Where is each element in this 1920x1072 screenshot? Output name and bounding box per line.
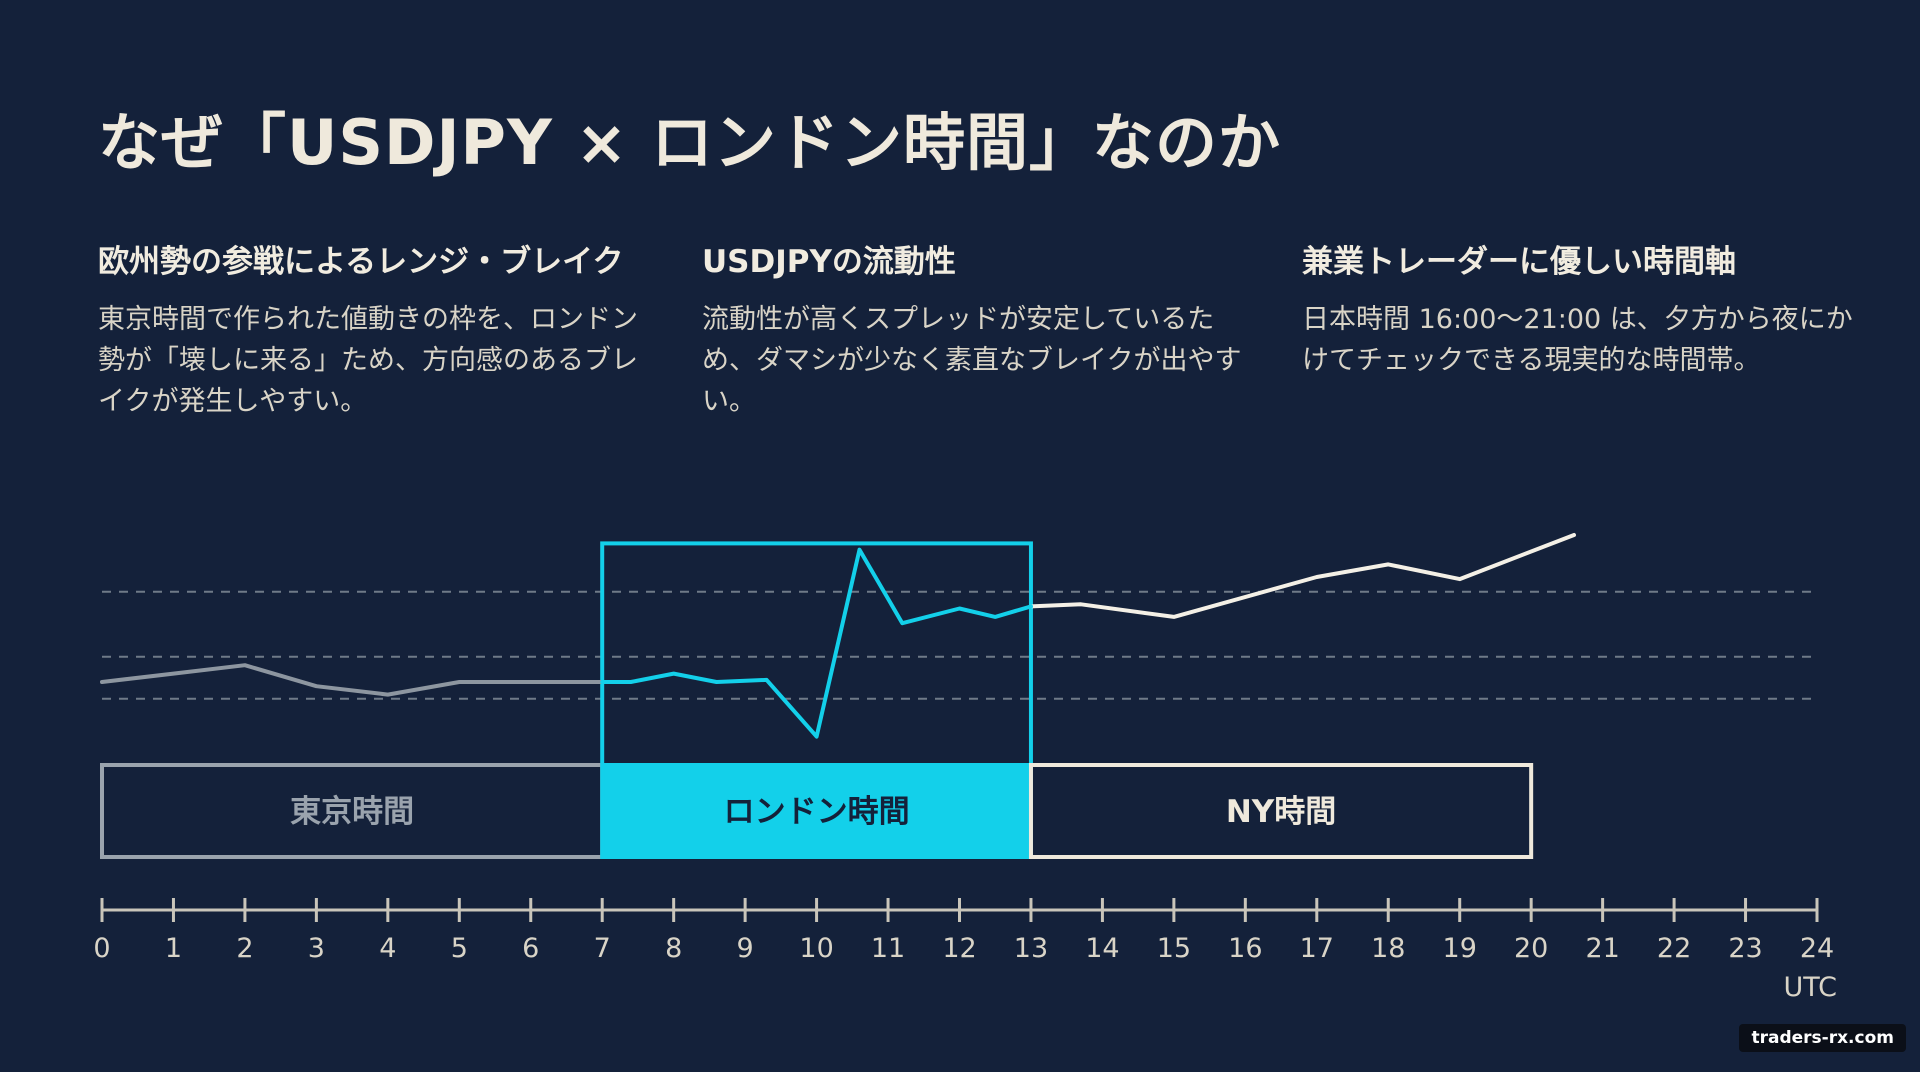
axis-tick-label: 22 [1657,933,1691,964]
axis-tick-label: 19 [1443,933,1477,964]
axis-tick-label: 3 [308,933,325,964]
axis-tick-label: 6 [522,933,539,964]
page-title: なぜ「USDJPY × ロンドン時間」なのか [98,106,1281,179]
london-price-line [600,547,1033,739]
axis-tick-label: 13 [1014,933,1048,964]
axis-tick-label: 16 [1228,933,1262,964]
axis-tick-label: 0 [93,933,110,964]
point-body: 日本時間 16:00〜21:00 は、夕方から夜にかけてチェックできる現実的な時… [1302,304,1853,376]
session-bar-2 [1028,763,1534,859]
session-label: NY時間 [1226,794,1336,830]
axis-tick-label: 8 [665,933,682,964]
session-label: 東京時間 [290,794,414,830]
axis-tick-label: 18 [1371,933,1405,964]
axis-tick-label: 24 [1800,933,1834,964]
axis-tick-label: 12 [942,933,976,964]
axis-tick-label: 17 [1300,933,1334,964]
point-liquidity: USDJPYの流動性 流動性が高くスプレッドが安定しているため、ダマシが少なく素… [702,236,1262,422]
axis-tick-label: 21 [1585,933,1619,964]
axis-tick-label: 14 [1085,933,1119,964]
tokyo-price-line [100,663,605,697]
axis-tick-label: 23 [1728,933,1762,964]
axis-unit-label: UTC [1783,972,1837,1003]
axis-tick-label: 1 [165,933,182,964]
axis-tick-label: 5 [451,933,468,964]
axis-tick-label: 10 [799,933,833,964]
session-bar-1 [600,763,1033,859]
site-watermark: traders-rx.com [1739,1024,1906,1052]
point-heading: 欧州勢の参戦によるレンジ・ブレイク [98,244,624,280]
point-heading: USDJPYの流動性 [702,244,956,280]
axis-tick-label: 15 [1157,933,1191,964]
axis-tick-label: 20 [1514,933,1548,964]
session-label: ロンドン時間 [724,794,910,830]
axis-tick-label: 2 [236,933,253,964]
axis-tick-label: 9 [737,933,754,964]
axis-tick-label: 11 [871,933,905,964]
axis-tick-label: 7 [594,933,611,964]
axis-tick-label: 4 [379,933,396,964]
point-time-frame: 兼業トレーダーに優しい時間軸 日本時間 16:00〜21:00 は、夕方から夜に… [1302,236,1862,381]
point-heading: 兼業トレーダーに優しい時間軸 [1302,244,1736,280]
ny-price-line [1029,533,1576,619]
point-body: 東京時間で作られた値動きの枠を、ロンドン勢が「壊しに来る」ため、方向感のあるブレ… [98,304,638,417]
point-range-break: 欧州勢の参戦によるレンジ・ブレイク 東京時間で作られた値動きの枠を、ロンドン勢が… [98,236,658,422]
point-body: 流動性が高くスプレッドが安定しているため、ダマシが少なく素直なブレイクが出やすい… [702,304,1242,417]
